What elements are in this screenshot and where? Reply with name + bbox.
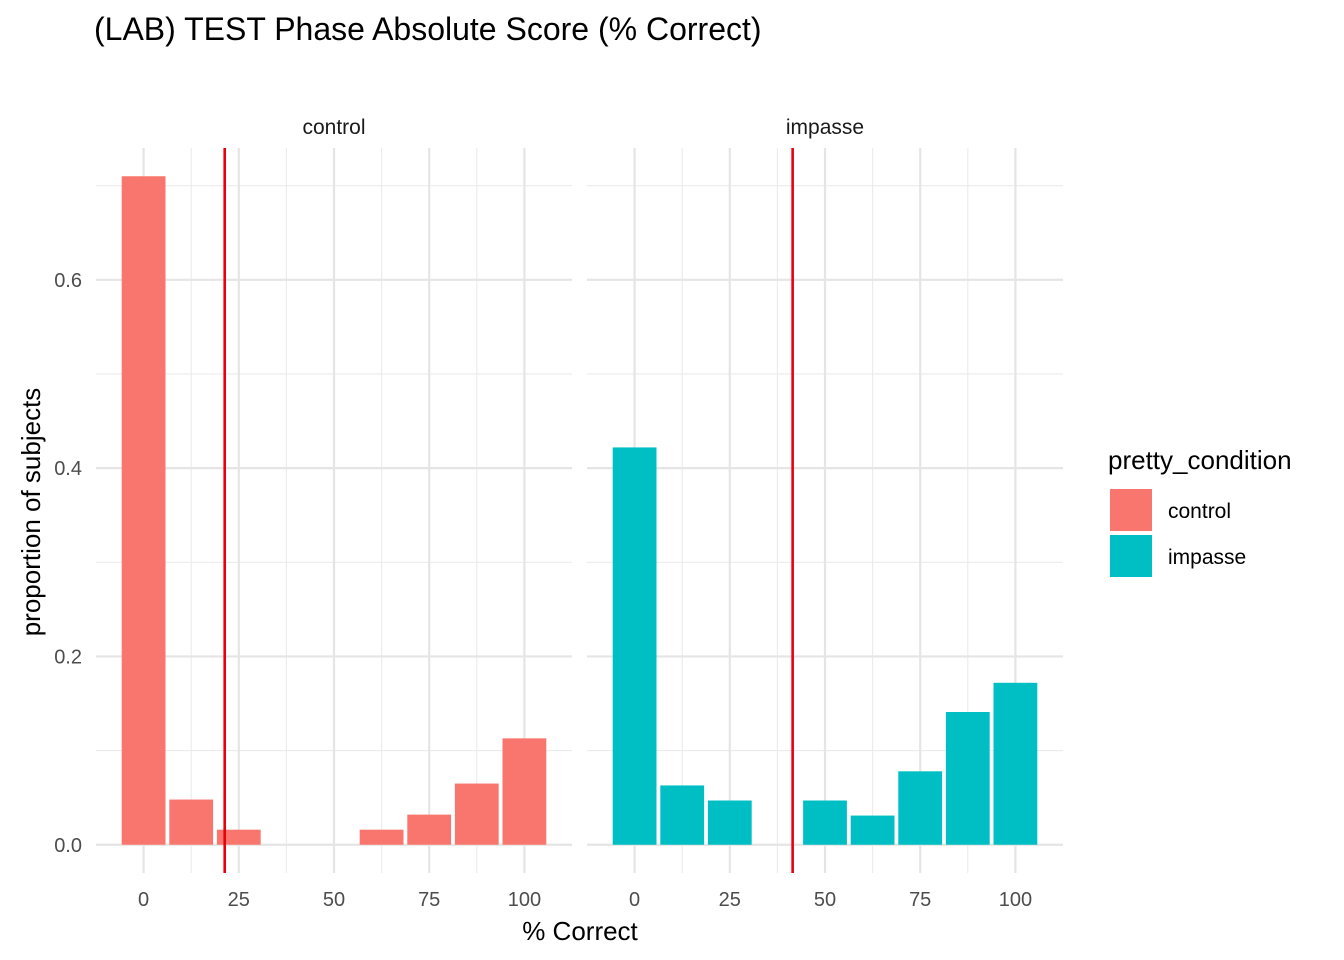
- legend-entry-impasse: impasse: [1110, 535, 1246, 577]
- bar: [121, 176, 166, 845]
- x-tick-label: 50: [323, 889, 345, 911]
- y-axis: 0.0 0.2 0.4 0.6: [54, 270, 82, 857]
- y-tick-label: 0.4: [54, 458, 82, 480]
- legend-label: control: [1168, 500, 1231, 523]
- bar: [898, 771, 943, 845]
- x-tick-label: 0: [138, 889, 149, 911]
- bar: [502, 738, 547, 845]
- bar: [660, 785, 705, 845]
- grid-lines: [587, 148, 1063, 873]
- legend-label: impasse: [1168, 546, 1246, 569]
- legend-swatch: [1110, 489, 1152, 531]
- bar: [945, 711, 990, 845]
- y-tick-label: 0.0: [54, 835, 82, 857]
- bars: [612, 447, 1038, 845]
- legend: pretty_condition control impasse: [1108, 445, 1292, 577]
- facet-panel-control: control 0 25 50 75 100: [96, 116, 572, 911]
- facet-panels: control 0 25 50 75 100 impasse 0 25 50 75 100: [96, 116, 1063, 911]
- bar: [612, 447, 657, 845]
- chart-title: (LAB) TEST Phase Absolute Score (% Corre…: [94, 11, 762, 47]
- x-tick-labels: 0 25 50 75 100: [138, 889, 541, 911]
- x-tick-label: 25: [719, 889, 741, 911]
- x-tick-label: 0: [629, 889, 640, 911]
- grid-lines: [96, 148, 572, 873]
- bar: [407, 814, 452, 845]
- bar: [216, 829, 261, 845]
- x-tick-label: 75: [909, 889, 931, 911]
- legend-title: pretty_condition: [1108, 445, 1292, 475]
- y-tick-label: 0.2: [54, 646, 82, 668]
- bar: [993, 682, 1038, 845]
- legend-entries: control impasse: [1110, 489, 1246, 577]
- bar: [454, 783, 499, 845]
- bar: [850, 815, 895, 845]
- bar: [803, 800, 847, 845]
- x-tick-label: 50: [814, 889, 836, 911]
- bar: [169, 799, 214, 845]
- x-tick-label: 75: [418, 889, 440, 911]
- y-axis-title: proportion of subjects: [16, 388, 46, 637]
- legend-entry-control: control: [1110, 489, 1231, 531]
- facet-panel-impasse: impasse 0 25 50 75 100: [587, 116, 1063, 911]
- x-tick-labels: 0 25 50 75 100: [629, 889, 1032, 911]
- x-axis-title: % Correct: [522, 916, 638, 946]
- bars: [121, 176, 547, 845]
- facet-strip-label: control: [302, 116, 365, 139]
- x-tick-label: 100: [508, 889, 541, 911]
- facet-strip-label: impasse: [786, 116, 864, 139]
- bar: [359, 829, 404, 845]
- legend-swatch: [1110, 535, 1152, 577]
- x-tick-label: 25: [228, 889, 250, 911]
- x-tick-label: 100: [999, 889, 1032, 911]
- bar: [707, 800, 752, 845]
- y-tick-label: 0.6: [54, 270, 82, 292]
